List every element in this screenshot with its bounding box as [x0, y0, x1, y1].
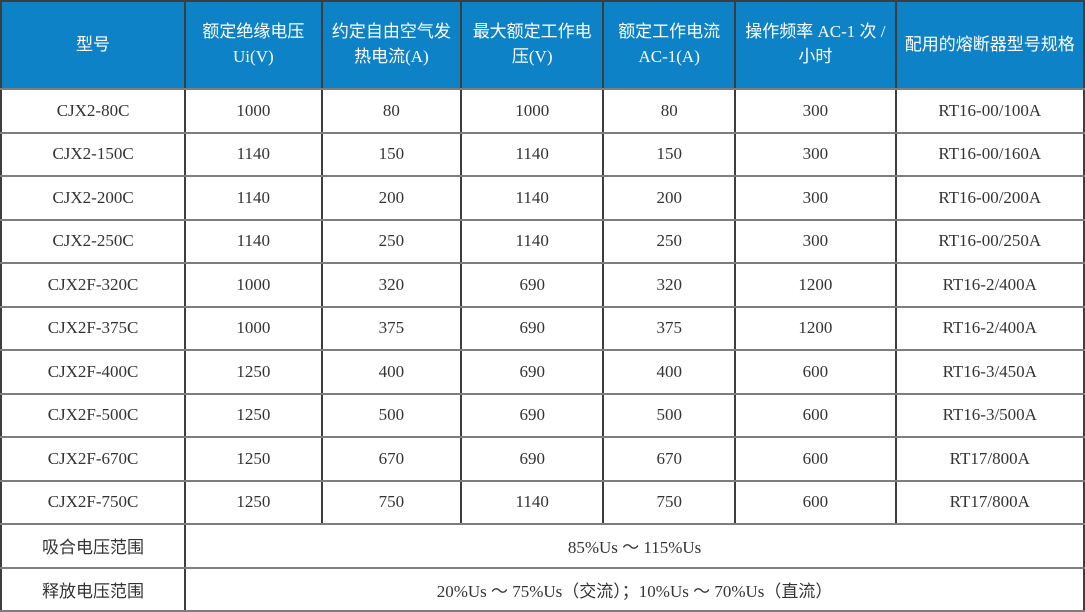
value-cell: 1250	[184, 479, 323, 525]
value-cell: 1140	[184, 175, 323, 221]
value-cell: 1000	[460, 88, 605, 134]
value-cell: 375	[602, 305, 737, 351]
value-cell: 300	[734, 88, 897, 134]
value-cell: RT16-00/250A	[894, 218, 1085, 264]
table-row: CJX2F-500C 1250 500 690 500 600 RT16-3/500A	[0, 392, 1085, 438]
value-cell: 320	[602, 262, 737, 308]
table-row: CJX2F-400C 1250 400 690 400 600 RT16-3/450A	[0, 349, 1085, 395]
footer-label: 吸合电压范围	[0, 523, 187, 569]
value-cell: 690	[460, 305, 605, 351]
value-cell: 250	[602, 218, 737, 264]
value-cell: 1200	[734, 305, 897, 351]
value-cell: 1140	[460, 175, 605, 221]
value-cell: 670	[602, 436, 737, 482]
value-cell: 690	[460, 436, 605, 482]
value-cell: 250	[320, 218, 463, 264]
model-cell: CJX2F-670C	[0, 436, 187, 482]
model-cell: CJX2F-400C	[0, 349, 187, 395]
footer-value: 20%Us ～ 75%Us（交流）；10%Us ～ 70%Us（直流）	[184, 566, 1085, 612]
value-cell: 300	[734, 175, 897, 221]
value-cell: 1140	[460, 479, 605, 525]
value-cell: 1140	[460, 218, 605, 264]
value-cell: 300	[734, 218, 897, 264]
value-cell: RT16-3/450A	[894, 349, 1085, 395]
table-row: CJX2F-375C 1000 375 690 375 1200 RT16-2/400A	[0, 305, 1085, 351]
table-row: CJX2F-750C 1250 750 1140 750 600 RT17/800A	[0, 479, 1085, 525]
model-cell: CJX2-200C	[0, 175, 187, 221]
value-cell: 1250	[184, 392, 323, 438]
table-row: CJX2-200C 1140 200 1140 200 300 RT16-00/200A	[0, 175, 1085, 221]
column-header-7: 配用的熔断器型号规格	[894, 0, 1085, 90]
value-cell: 150	[320, 131, 463, 177]
table-body: CJX2-80C 1000 80 1000 80 300 RT16-00/100A CJX2-…	[0, 88, 1085, 612]
footer-value: 85%Us ～ 115%Us	[184, 523, 1085, 569]
value-cell: 1140	[184, 218, 323, 264]
value-cell: RT16-2/400A	[894, 305, 1085, 351]
value-cell: 1250	[184, 436, 323, 482]
model-cell: CJX2F-375C	[0, 305, 187, 351]
value-cell: RT16-3/500A	[894, 392, 1085, 438]
value-cell: 690	[460, 349, 605, 395]
value-cell: 320	[320, 262, 463, 308]
value-cell: 375	[320, 305, 463, 351]
column-header-2: 额定绝缘电压 Ui(V)	[184, 0, 323, 90]
column-header-6: 操作频率 AC-1 次 / 小时	[734, 0, 897, 90]
model-cell: CJX2F-750C	[0, 479, 187, 525]
value-cell: 200	[602, 175, 737, 221]
value-cell: 500	[602, 392, 737, 438]
value-cell: 670	[320, 436, 463, 482]
value-cell: RT17/800A	[894, 479, 1085, 525]
value-cell: 600	[734, 479, 897, 525]
column-header-1: 型号	[0, 0, 187, 90]
model-cell: CJX2-150C	[0, 131, 187, 177]
value-cell: 80	[320, 88, 463, 134]
value-cell: RT17/800A	[894, 436, 1085, 482]
value-cell: 1000	[184, 88, 323, 134]
value-cell: RT16-2/400A	[894, 262, 1085, 308]
value-cell: 750	[320, 479, 463, 525]
value-cell: RT16-00/100A	[894, 88, 1085, 134]
column-header-5: 额定工作电流 AC-1(A)	[602, 0, 737, 90]
header-row: 型号 额定绝缘电压 Ui(V) 约定自由空气发热电流(A) 最大额定工作电压(V) 额定…	[0, 0, 1085, 90]
footer-label: 释放电压范围	[0, 566, 187, 612]
table-row: CJX2F-320C 1000 320 690 320 1200 RT16-2/400A	[0, 262, 1085, 308]
table-row: CJX2F-670C 1250 670 690 670 600 RT17/800A	[0, 436, 1085, 482]
value-cell: 500	[320, 392, 463, 438]
value-cell: RT16-00/200A	[894, 175, 1085, 221]
value-cell: 150	[602, 131, 737, 177]
value-cell: 600	[734, 392, 897, 438]
value-cell: 600	[734, 349, 897, 395]
model-cell: CJX2-250C	[0, 218, 187, 264]
value-cell: 690	[460, 392, 605, 438]
table-header: 型号 额定绝缘电压 Ui(V) 约定自由空气发热电流(A) 最大额定工作电压(V) 额定…	[0, 0, 1085, 90]
value-cell: 300	[734, 131, 897, 177]
value-cell: 1000	[184, 305, 323, 351]
footer-row: 释放电压范围 20%Us ～ 75%Us（交流）；10%Us ～ 70%Us（直流…	[0, 566, 1085, 612]
value-cell: 1200	[734, 262, 897, 308]
value-cell: 400	[320, 349, 463, 395]
footer-row: 吸合电压范围 85%Us ～ 115%Us	[0, 523, 1085, 569]
value-cell: 600	[734, 436, 897, 482]
model-cell: CJX2F-500C	[0, 392, 187, 438]
table-row: CJX2-250C 1140 250 1140 250 300 RT16-00/250A	[0, 218, 1085, 264]
value-cell: 1250	[184, 349, 323, 395]
table-row: CJX2-80C 1000 80 1000 80 300 RT16-00/100A	[0, 88, 1085, 134]
value-cell: 400	[602, 349, 737, 395]
value-cell: 750	[602, 479, 737, 525]
table-row: CJX2-150C 1140 150 1140 150 300 RT16-00/160A	[0, 131, 1085, 177]
model-cell: CJX2F-320C	[0, 262, 187, 308]
value-cell: 1140	[184, 131, 323, 177]
column-header-4: 最大额定工作电压(V)	[460, 0, 605, 90]
value-cell: 1000	[184, 262, 323, 308]
value-cell: 690	[460, 262, 605, 308]
value-cell: 200	[320, 175, 463, 221]
value-cell: 1140	[460, 131, 605, 177]
column-header-3: 约定自由空气发热电流(A)	[320, 0, 463, 90]
model-cell: CJX2-80C	[0, 88, 187, 134]
value-cell: RT16-00/160A	[894, 131, 1085, 177]
value-cell: 80	[602, 88, 737, 134]
